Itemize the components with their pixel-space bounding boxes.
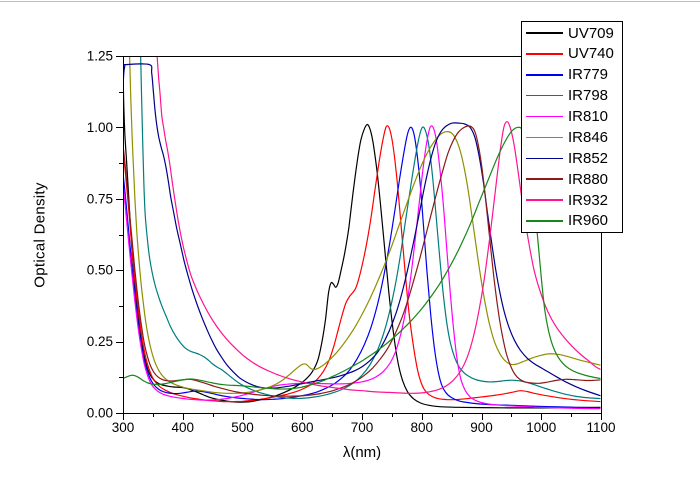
series-line-IR880	[123, 125, 601, 397]
legend-line-sample	[526, 74, 563, 76]
legend-label: IR779	[568, 66, 609, 84]
legend-line-sample	[526, 53, 563, 55]
legend-entry-UV740: UV740	[522, 44, 622, 64]
y-tick-label: 0.75	[87, 191, 113, 206]
x-tick-label: 900	[470, 420, 493, 435]
legend-label: IR846	[568, 128, 609, 146]
legend-line-sample	[526, 157, 563, 159]
legend-label: IR960	[568, 212, 609, 230]
legend-entry-IR846: IR846	[522, 127, 622, 147]
series-line-IR810	[123, 125, 601, 410]
legend-entry-IR779: IR779	[522, 65, 622, 85]
legend-label: IR852	[568, 149, 609, 167]
series-line-UV709	[123, 64, 601, 409]
legend-label: UV709	[568, 24, 614, 42]
x-tick-label: 300	[112, 420, 135, 435]
x-tick-label: 800	[410, 420, 433, 435]
y-tick-label: 1.00	[87, 120, 113, 135]
legend-entry-IR880: IR880	[522, 169, 622, 189]
x-tick-label: 400	[171, 420, 194, 435]
y-tick-label: 1.25	[87, 49, 113, 64]
image-top-border	[0, 1, 700, 2]
legend-line-sample	[526, 94, 563, 97]
legend-label: IR932	[568, 191, 609, 209]
legend-entry-IR798: IR798	[522, 86, 622, 106]
axis-ticks	[116, 55, 603, 420]
x-tick-label: 1000	[526, 420, 556, 435]
legend-line-sample	[526, 136, 563, 139]
legend-entry-IR810: IR810	[522, 107, 622, 127]
x-tick-label: 700	[351, 420, 374, 435]
legend-line-sample	[526, 199, 563, 201]
legend-label: IR810	[568, 108, 609, 125]
y-tick-label: 0.00	[87, 406, 113, 421]
y-axis-title: Optical Density	[31, 182, 49, 288]
legend-entry-IR852: IR852	[522, 148, 622, 168]
legend-label: IR798	[568, 87, 609, 105]
series-line-IR852	[123, 63, 601, 397]
legend-line-sample	[526, 220, 563, 222]
legend-entry-UV709: UV709	[522, 23, 622, 43]
series-line-IR932	[156, 56, 601, 394]
legend-label: UV740	[568, 45, 614, 63]
legend-line-sample	[526, 178, 563, 180]
legend-entry-IR960: IR960	[522, 211, 622, 231]
legend: UV709 UV740 IR779 IR798 IR810 IR846 IR852 IR880…	[521, 21, 623, 233]
x-tick-label: 500	[231, 420, 254, 435]
series-line-IR846	[129, 56, 601, 394]
legend-label: IR880	[568, 170, 609, 188]
y-tick-label: 0.50	[87, 263, 113, 278]
legend-entry-IR932: IR932	[522, 190, 622, 210]
series-line-IR779	[123, 126, 601, 409]
legend-line-sample	[526, 115, 563, 118]
legend-line-sample	[526, 32, 563, 34]
tick-labels: 300 400 500 600 700 800 900 1000 1100 0.00 0.25 0.5…	[87, 49, 616, 436]
x-tick-label: 1100	[586, 420, 615, 435]
x-axis-title: λ(nm)	[342, 444, 382, 461]
series-line-IR798	[140, 56, 601, 400]
y-tick-label: 0.25	[87, 334, 113, 349]
x-tick-label: 600	[291, 420, 314, 435]
